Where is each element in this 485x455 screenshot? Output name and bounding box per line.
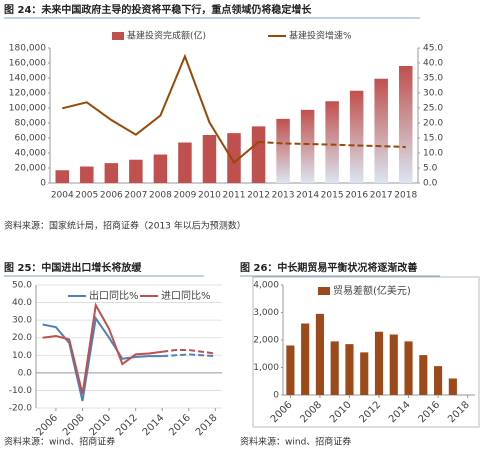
y-tick-label: 0 [40,179,46,189]
x-tick-label: 2013 [272,191,295,201]
y-tick-label: 120,000 [9,89,46,99]
bar [55,170,70,183]
y2-tick-label: 5.0 [423,164,438,174]
x-tick-label: 2004 [51,191,74,201]
x-tick-label: 2005 [75,191,98,201]
y2-tick-label: 40.0 [423,59,443,69]
bar [404,341,413,395]
y-tick-label: 2,000 [253,336,279,346]
bar [374,331,384,395]
x-tick-label: 2012 [247,191,270,201]
bar [202,135,217,183]
figure-title: 图 24：未来中国政府主导的投资将平稳下行，重点领域仍将稳定增长 [4,3,312,16]
bar [276,118,290,183]
bar [153,154,168,183]
bar [419,355,428,395]
y-tick-label: 20,000 [15,164,47,174]
source-note: 资料来源：wind、招商证券 [4,436,115,448]
line [42,302,163,395]
bar [434,366,443,395]
x-tick-label: 2009 [173,191,196,201]
bar [389,334,398,395]
x-tick-label: 2015 [321,191,344,201]
bar [251,126,266,183]
y2-tick-label: 15.0 [423,134,443,144]
y-tick-label: 100,000 [9,104,46,114]
y2-tick-label: 35.0 [423,74,443,84]
bar [104,163,119,183]
x-tick-label: 2007 [124,191,147,201]
y-tick-label: 180,000 [9,44,46,54]
x-tick-label: 2017 [370,191,393,201]
y2-tick-label: 0.0 [423,179,438,189]
legend-label: 贸易差额(亿美元) [333,284,411,297]
y2-tick-label: 20.0 [423,119,443,129]
y-tick-label: 60,000 [15,134,47,144]
x-tick-label: 2014 [296,191,319,201]
x-tick-label: 2008 [149,191,172,201]
bar [178,142,192,183]
line [42,315,163,402]
y-tick-label: 3,000 [253,308,279,318]
y-tick-label: 40.0 [12,298,32,308]
x-tick-label: 2011 [223,191,246,201]
y2-tick-label: 45.0 [423,44,443,54]
bar [448,378,457,395]
figure-title: 图 25：中国进出口增长将放缓 [4,261,142,274]
y-tick-label: 80,000 [15,119,47,129]
source-note: 资料来源：wind、招商证券 [240,436,351,448]
y-tick-label: -20.0 [9,404,33,414]
bar [80,166,94,183]
bar [227,133,241,183]
legend-swatch [112,32,124,40]
y-tick-label: 0.0 [18,368,33,378]
y-tick-label: 140,000 [9,74,46,84]
x-tick-label: 2010 [198,191,221,201]
y-tick-label: 0 [273,391,279,401]
y-tick-label: -10.0 [9,386,33,396]
figure-title: 图 26：中长期贸易平衡状况将逐渐改善 [240,261,417,274]
bar [398,66,413,183]
bar [286,345,295,395]
source-note: 资料来源：国家统计局，招商证券（2013 年以后为预测数） [4,220,246,232]
legend-swatch [318,287,330,295]
y-tick-label: 20.0 [12,333,32,343]
bar [325,101,339,183]
bar [301,323,310,395]
y-tick-label: 30.0 [12,316,32,326]
y-tick-label: 160,000 [9,59,46,69]
y2-tick-label: 10.0 [423,149,443,159]
y-tick-label: 10.0 [12,351,32,361]
line [62,53,260,165]
y-tick-label: 50.0 [12,281,32,291]
legend-label: 出口同比% [89,289,139,302]
y-tick-label: 4,000 [253,281,279,291]
bar [129,159,143,183]
bar [360,352,369,395]
x-tick-label: 2006 [100,191,123,201]
y-tick-label: 1,000 [253,363,279,373]
forecast-line [258,140,406,148]
bar [374,78,388,183]
x-tick-label: 2016 [345,191,368,201]
bar [345,344,354,395]
x-tick-label: 2018 [394,191,417,201]
bar [330,341,339,395]
legend-label: 基建投资完成额(亿) [127,30,206,42]
bar [349,90,364,183]
y2-tick-label: 30.0 [423,89,443,99]
plot-frame [252,276,480,428]
y-tick-label: 40,000 [15,149,47,159]
bar [315,313,324,395]
bar [300,109,315,183]
legend-label: 基建投资增速% [289,30,352,42]
legend-label: 进口同比% [161,290,211,302]
y2-tick-label: 25.0 [423,104,443,114]
